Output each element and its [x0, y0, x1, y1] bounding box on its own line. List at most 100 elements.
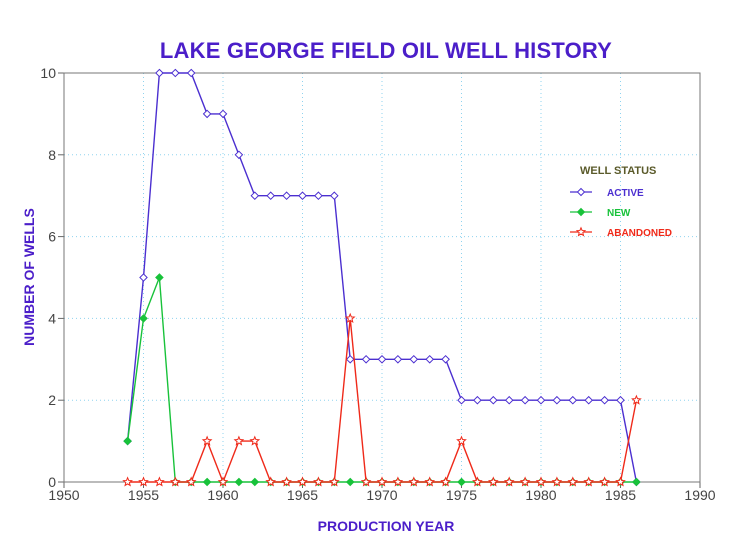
- data-point: [632, 477, 641, 487]
- legend-item-abandoned: ABANDONED: [570, 226, 672, 239]
- data-point: [615, 476, 626, 487]
- data-point: [155, 68, 164, 78]
- data-point: [361, 354, 371, 364]
- data-point: [123, 436, 132, 446]
- data-point: [535, 476, 547, 487]
- data-point: [472, 476, 483, 487]
- data-point: [281, 476, 292, 487]
- legend-marker: [575, 226, 587, 237]
- y-axis-label: NUMBER OF WELLS: [21, 208, 37, 346]
- data-point: [441, 354, 450, 364]
- data-point: [328, 476, 340, 487]
- y-tick-label: 4: [48, 310, 56, 326]
- data-point: [440, 476, 451, 487]
- x-tick-label: 1950: [48, 487, 79, 503]
- data-point: [393, 354, 403, 364]
- series-active: [123, 68, 641, 487]
- data-point: [425, 354, 435, 364]
- series-line: [126, 277, 637, 483]
- data-point: [218, 109, 228, 119]
- data-point: [217, 476, 229, 487]
- legend-label: NEW: [607, 208, 631, 219]
- chart-title: LAKE GEORGE FIELD OIL WELL HISTORY: [160, 38, 612, 63]
- data-point: [457, 395, 466, 405]
- data-point: [233, 435, 245, 446]
- data-point: [344, 312, 356, 323]
- data-point: [170, 68, 180, 78]
- data-point: [282, 191, 291, 201]
- data-point: [266, 191, 276, 201]
- data-point: [202, 109, 212, 119]
- data-point: [487, 476, 499, 487]
- legend-label: ACTIVE: [607, 188, 644, 199]
- x-tick-label: 1970: [366, 487, 397, 503]
- data-point: [536, 395, 546, 405]
- data-point: [250, 191, 260, 201]
- data-point: [473, 395, 482, 405]
- x-tick-label: 1980: [525, 487, 556, 503]
- data-point: [584, 395, 594, 405]
- data-point: [519, 476, 531, 487]
- data-point: [185, 476, 197, 487]
- x-tick-label: 1985: [605, 487, 636, 503]
- data-point: [551, 476, 563, 487]
- legend-label: ABANDONED: [607, 228, 672, 239]
- y-tick-label: 10: [40, 65, 56, 81]
- data-point: [345, 354, 355, 364]
- data-point: [567, 476, 579, 487]
- y-tick-label: 6: [48, 229, 56, 245]
- data-point: [457, 477, 466, 487]
- data-point: [504, 395, 514, 405]
- data-point: [138, 476, 149, 487]
- data-point: [139, 273, 148, 282]
- data-point: [408, 476, 420, 487]
- data-point: [360, 476, 372, 487]
- data-point: [377, 354, 387, 364]
- data-point: [201, 435, 213, 446]
- legend-item-new: NEW: [570, 207, 631, 219]
- data-point: [313, 476, 324, 487]
- data-point: [202, 477, 212, 487]
- data-point: [600, 395, 609, 405]
- data-point: [154, 476, 165, 487]
- legend-layer: WELL STATUS ACTIVE NEW ABANDONED: [570, 165, 672, 239]
- data-point: [599, 476, 610, 487]
- data-point: [503, 476, 515, 487]
- data-point: [298, 191, 307, 201]
- data-point: [139, 314, 148, 323]
- data-point: [520, 395, 530, 405]
- y-tick-label: 2: [48, 392, 56, 408]
- data-point: [265, 476, 277, 487]
- data-point: [552, 395, 562, 405]
- legend-item-active: ACTIVE: [570, 187, 644, 199]
- legend-title: WELL STATUS: [580, 165, 656, 177]
- data-point: [155, 273, 164, 282]
- data-point: [456, 435, 467, 446]
- x-tick-label: 1965: [287, 487, 318, 503]
- data-point: [488, 395, 498, 405]
- data-point: [583, 476, 595, 487]
- data-point: [424, 476, 436, 487]
- data-point: [122, 476, 133, 487]
- x-tick-label: 1955: [128, 487, 159, 503]
- data-point: [186, 68, 196, 78]
- series-layer: [122, 68, 642, 487]
- data-point: [249, 435, 261, 446]
- x-tick-label: 1990: [684, 487, 715, 503]
- legend-marker: [576, 187, 586, 197]
- data-point: [409, 354, 419, 364]
- x-tick-label: 1960: [207, 487, 238, 503]
- data-point: [234, 477, 244, 487]
- data-point: [169, 476, 181, 487]
- data-point: [234, 150, 244, 160]
- data-point: [376, 476, 388, 487]
- data-point: [568, 395, 578, 405]
- data-point: [392, 476, 404, 487]
- series-abandoned: [122, 312, 642, 487]
- x-tick-label: 1975: [446, 487, 477, 503]
- data-point: [329, 191, 339, 201]
- data-point: [297, 476, 308, 487]
- data-point: [616, 395, 625, 405]
